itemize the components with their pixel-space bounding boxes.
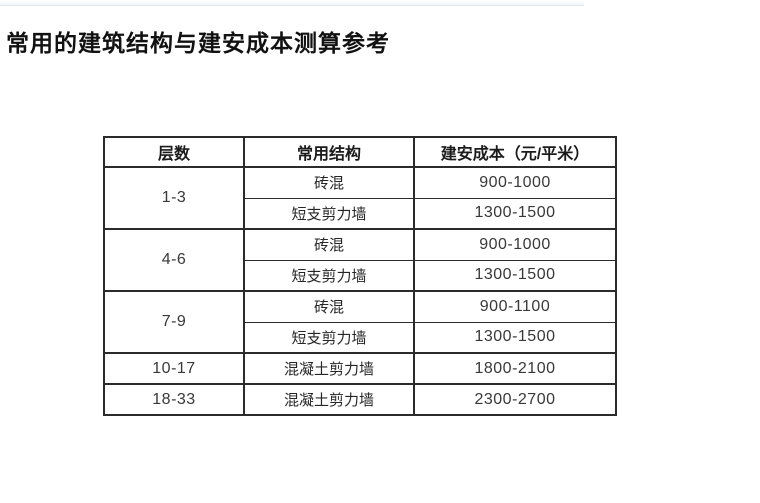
header-cost: 建安成本（元/平米） (413, 136, 617, 168)
cell-structure: 砖混 (243, 290, 415, 323)
cell-floors: 4-6 (103, 228, 245, 292)
table-row: 7-9 砖混 900-1100 (103, 290, 617, 354)
table-row: 4-6 砖混 900-1000 (103, 228, 617, 292)
cell-cost: 900-1000 (413, 228, 617, 261)
construction-cost-table: 层数 常用结构 建安成本（元/平米） 1-3 砖混 900-1000 短支剪力墙 130… (103, 136, 617, 416)
cell-structure: 混凝土剪力墙 (243, 352, 415, 385)
table-row: 10-17 混凝土剪力墙 1800-2100 (103, 352, 617, 385)
cell-floors: 7-9 (103, 290, 245, 354)
header-structure: 常用结构 (243, 136, 415, 168)
cell-cost: 1300-1500 (413, 197, 617, 230)
table-row: 短支剪力墙 1300-1500 (104, 321, 617, 354)
cell-cost: 1800-2100 (413, 352, 617, 385)
table-header-row: 层数 常用结构 建安成本（元/平米） (103, 136, 617, 168)
cell-structure: 短支剪力墙 (243, 197, 415, 230)
table-row: 1-3 砖混 900-1000 (103, 166, 617, 230)
cell-structure: 短支剪力墙 (243, 259, 415, 292)
cell-structure: 砖混 (243, 166, 415, 199)
cell-cost: 1300-1500 (413, 259, 617, 292)
page-title: 常用的建筑结构与建安成本测算参考 (6, 30, 390, 56)
cell-floors: 1-3 (103, 166, 245, 230)
cell-cost: 900-1000 (413, 166, 617, 199)
cell-structure: 混凝土剪力墙 (243, 383, 415, 416)
cell-structure: 砖混 (243, 228, 415, 261)
table-row: 短支剪力墙 1300-1500 (104, 197, 617, 230)
cell-floors: 10-17 (103, 352, 245, 385)
cell-cost: 1300-1500 (413, 321, 617, 354)
cell-cost: 900-1100 (413, 290, 617, 323)
table-row: 18-33 混凝土剪力墙 2300-2700 (103, 383, 617, 416)
header-floors: 层数 (103, 136, 245, 168)
cell-floors: 18-33 (103, 383, 245, 416)
cell-cost: 2300-2700 (413, 383, 617, 416)
top-rule (0, 2, 584, 6)
table-row: 短支剪力墙 1300-1500 (104, 259, 617, 292)
cell-structure: 短支剪力墙 (243, 321, 415, 354)
